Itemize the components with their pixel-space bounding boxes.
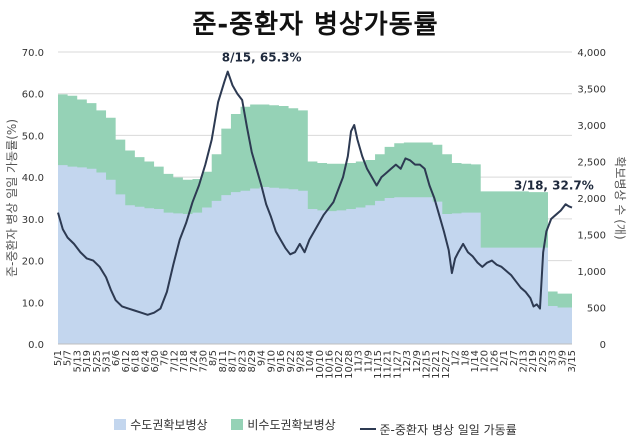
chart-title: 준-중환자 병상가동률 — [192, 10, 439, 40]
left-tick-label: 70.0 — [22, 48, 44, 59]
x-tick-label: 5/25 — [92, 350, 103, 372]
x-tick-label: 6/30 — [150, 350, 161, 372]
x-tick-label: 2/25 — [538, 350, 549, 372]
annotation-label: 3/18, 32.7% — [514, 179, 594, 193]
right-tick-label: 2,000 — [577, 194, 606, 205]
x-tick-label: 8/29 — [247, 350, 258, 372]
x-tick-label: 1/2 — [451, 350, 462, 366]
x-tick-label: 5/7 — [63, 350, 74, 366]
x-tick-label: 10/16 — [325, 350, 336, 379]
x-tick-label: 12/21 — [431, 350, 442, 379]
left-tick-label: 20.0 — [22, 257, 44, 268]
y-axis-right-title: 확보병상 수 (개) — [613, 156, 627, 239]
x-tick-label: 6/18 — [131, 350, 142, 372]
x-tick-label: 5/1 — [53, 350, 64, 366]
x-tick-label: 12/15 — [422, 350, 433, 379]
legend: 수도권확보병상 비수도권확보병상 준-중환자 병상 일일 가동률 — [0, 416, 631, 438]
left-tick-label: 60.0 — [22, 90, 44, 101]
right-tick-label: 0 — [600, 340, 606, 351]
x-tick-label: 9/10 — [266, 350, 277, 372]
legend-item-rate: 준-중환자 병상 일일 가동률 — [359, 421, 517, 438]
x-tick-label: 10/10 — [315, 350, 326, 379]
x-tick-label: 8/5 — [208, 350, 219, 366]
x-tick-label: 9/28 — [295, 350, 306, 372]
x-tick-label: 8/17 — [228, 350, 239, 372]
legend-item-capital: 수도권확보병상 — [114, 416, 208, 433]
x-tick-label: 7/6 — [160, 350, 171, 366]
x-tick-label: 3/3 — [548, 350, 559, 366]
x-tick-label: 10/28 — [344, 350, 355, 379]
annotation-label: 8/15, 65.3% — [222, 51, 302, 65]
x-tick-label: 8/23 — [237, 350, 248, 372]
right-tick-label: 1,500 — [577, 231, 606, 242]
x-tick-label: 9/22 — [286, 350, 297, 372]
right-tick-label: 2,500 — [577, 158, 606, 169]
x-tick-label: 7/18 — [179, 350, 190, 372]
left-tick-label: 50.0 — [22, 131, 44, 142]
legend-swatch-capital — [114, 419, 127, 430]
x-tick-label: 12/9 — [412, 350, 423, 372]
right-tick-label: 3,500 — [577, 85, 606, 96]
x-tick-label: 2/1 — [499, 350, 510, 366]
x-tick-label: 11/27 — [392, 350, 403, 379]
line-series — [57, 70, 573, 316]
y-axis-left-title: 준-중환자 병상 일일 가동률(%) — [5, 119, 19, 277]
annotations: 8/15, 65.3% 3/18, 32.7% — [222, 51, 594, 193]
left-tick-label: 40.0 — [22, 173, 44, 184]
area-capital — [58, 165, 572, 344]
x-tick-label: 6/12 — [121, 350, 132, 372]
x-tick-label: 3/15 — [567, 350, 578, 372]
axes: 0.0 10.0 20.0 30.0 40.0 50.0 60.0 70.0 0 500 1,000… — [5, 48, 627, 379]
x-tick-label: 11/3 — [354, 350, 365, 372]
right-tick-label: 4,000 — [577, 48, 606, 59]
x-tick-label: 1/20 — [480, 350, 491, 372]
x-tick-label: 8/11 — [218, 350, 229, 372]
x-tick-label: 2/19 — [528, 350, 539, 372]
x-tick-label: 9/16 — [276, 350, 287, 372]
legend-label-noncapital: 비수도권확보병상 — [247, 418, 336, 432]
left-tick-label: 0.0 — [28, 340, 44, 351]
x-tick-label: 11/21 — [383, 350, 394, 379]
left-tick-label: 10.0 — [22, 298, 44, 309]
legend-label-rate: 준-중환자 병상 일일 가동률 — [379, 422, 517, 437]
x-tick-label: 10/4 — [305, 350, 316, 372]
x-tick-label: 7/30 — [198, 350, 209, 372]
x-tick-label: 11/15 — [373, 350, 384, 379]
x-tick-label: 9/4 — [257, 350, 268, 366]
x-tick-label: 5/13 — [72, 350, 83, 372]
x-tick-label: 12/3 — [402, 350, 413, 372]
x-tick-label: 5/19 — [82, 350, 93, 372]
x-tick-label: 2/13 — [519, 350, 530, 372]
x-tick-label: 7/12 — [169, 350, 180, 372]
right-tick-label: 500 — [587, 304, 606, 315]
area-series — [58, 94, 572, 344]
x-tick-label: 10/22 — [334, 350, 345, 379]
x-tick-label: 6/24 — [140, 350, 151, 372]
x-tick-label: 1/14 — [470, 350, 481, 372]
legend-item-noncapital: 비수도권확보병상 — [231, 416, 336, 433]
left-tick-label: 30.0 — [22, 215, 44, 226]
rate-line — [57, 70, 573, 316]
right-tick-label: 3,000 — [577, 121, 606, 132]
x-tick-label: 12/27 — [441, 350, 452, 379]
x-tick-label: 3/9 — [557, 350, 568, 366]
x-tick-label: 1/26 — [489, 350, 500, 372]
x-tick-label: 11/9 — [363, 350, 374, 372]
legend-swatch-rate — [359, 428, 376, 430]
right-tick-label: 1,000 — [577, 267, 606, 278]
legend-label-capital: 수도권확보병상 — [130, 418, 208, 432]
x-tick-label: 7/24 — [189, 350, 200, 372]
x-tick-label: 5/31 — [101, 350, 112, 372]
x-tick-label: 2/7 — [509, 350, 520, 366]
x-tick-label: 6/6 — [111, 350, 122, 366]
x-tick-label: 1/8 — [460, 350, 471, 366]
legend-swatch-noncapital — [231, 419, 244, 430]
